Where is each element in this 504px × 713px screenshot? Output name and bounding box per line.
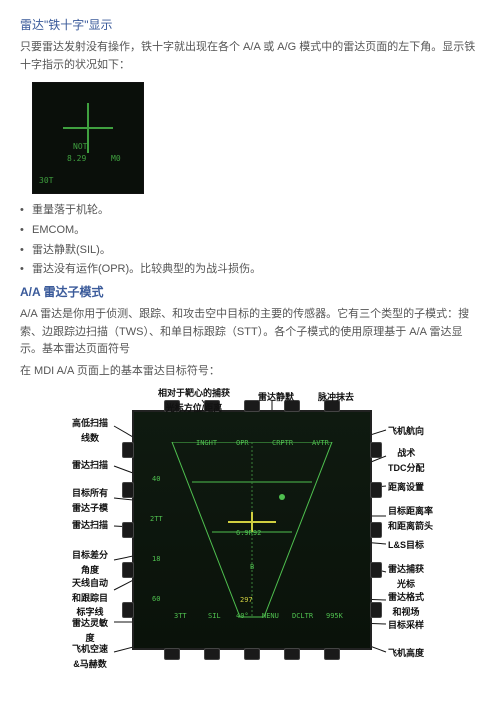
callout-right: 目标距离率和距离箭头 (388, 504, 433, 533)
left-num: 18 (152, 554, 160, 565)
bullet-item: 重量落于机轮。 (20, 202, 484, 220)
bezel-button[interactable] (122, 562, 134, 578)
bot-label: 995K (326, 611, 343, 622)
left-num: 2TT (150, 514, 163, 525)
mdi-figure: INGHT OPR CRPTR AVTR 40 2TT 18 60 6.9R92… (72, 390, 432, 690)
callout-right: L&S目标 (388, 538, 424, 552)
callout-right: 战术TDC分配 (388, 446, 425, 475)
top-label: OPR (236, 438, 249, 449)
status-bullets: 重量落于机轮。 EMCOM。 雷达静默(SIL)。 雷达没有运作(OPR)。比较… (20, 202, 484, 278)
fig-label-m0: M0 (111, 153, 121, 166)
center-label: B (250, 562, 254, 573)
bezel-button[interactable] (122, 482, 134, 498)
callout-left: 目标所有雷达子模 (72, 486, 108, 515)
callout-top: 相对于靶心的捕获光标方位/距离 (158, 386, 230, 415)
callout-left: 天线自动和跟踪目标字线 (72, 576, 108, 619)
section2-line2: 在 MDI A/A 页面上的基本雷达目标符号： (20, 363, 484, 381)
mdi-bezel: INGHT OPR CRPTR AVTR 40 2TT 18 60 6.9R92… (132, 410, 372, 650)
section2-title: A/A 雷达子模式 (20, 283, 484, 302)
callout-left: 飞机空速&马赫数 (72, 642, 108, 671)
callout-right: 雷达捕获光标 (388, 562, 424, 591)
fig-label-num: 8.29 (67, 153, 86, 166)
top-label: AVTR (312, 438, 329, 449)
callout-left: 目标差分角度 (72, 548, 108, 577)
bezel-button[interactable] (324, 648, 340, 660)
top-label: INGHT (196, 438, 217, 449)
callout-left: 高低扫描线数 (72, 416, 108, 445)
bot-label: MENU (262, 611, 279, 622)
ownship-hdg: 297 (240, 595, 253, 606)
center-label: 6.9R92 (236, 528, 261, 539)
callout-left: 雷达扫描 (72, 518, 108, 532)
intro-para: 只要雷达发射没有操作，铁十字就出现在各个 A/A 或 A/G 模式中的雷达页面的… (20, 39, 484, 74)
top-label: CRPTR (272, 438, 293, 449)
bot-label: DCLTR (292, 611, 313, 622)
callout-right: 飞机高度 (388, 646, 424, 660)
fig-label-not: NOT (73, 141, 87, 154)
fig-label-30t: 30T (39, 175, 53, 188)
iron-cross-figure: NOT 8.29 M0 30T (32, 82, 144, 194)
callout-right: 目标采样 (388, 618, 424, 632)
bot-label: 3TT (174, 611, 187, 622)
bezel-button[interactable] (370, 562, 382, 578)
bezel-button[interactable] (284, 648, 300, 660)
page-title: 雷达"铁十字"显示 (20, 16, 484, 35)
callout-right: 雷达格式和视场 (388, 590, 424, 619)
callout-left: 雷达扫描 (72, 458, 108, 472)
bezel-button[interactable] (164, 648, 180, 660)
section2-para: A/A 雷达是你用于侦测、跟踪、和攻击空中目标的主要的传感器。它有三个类型的子模… (20, 306, 484, 359)
bezel-button[interactable] (370, 522, 382, 538)
callout-right: 飞机航向 (388, 424, 424, 438)
bezel-button[interactable] (244, 648, 260, 660)
bezel-button[interactable] (122, 442, 134, 458)
left-num: 60 (152, 594, 160, 605)
bullet-item: 雷达静默(SIL)。 (20, 242, 484, 260)
bot-label: SIL (208, 611, 221, 622)
callout-top: 雷达静默 (258, 390, 294, 404)
bezel-button[interactable] (204, 648, 220, 660)
left-num: 40 (152, 474, 160, 485)
radar-scope: INGHT OPR CRPTR AVTR 40 2TT 18 60 6.9R92… (154, 442, 350, 618)
bullet-item: EMCOM。 (20, 222, 484, 240)
bezel-button[interactable] (370, 442, 382, 458)
bullet-item: 雷达没有运作(OPR)。比较典型的为战斗损伤。 (20, 261, 484, 279)
bezel-button[interactable] (122, 602, 134, 618)
bezel-button[interactable] (370, 602, 382, 618)
bot-label: 40° (236, 611, 249, 622)
bezel-button[interactable] (122, 522, 134, 538)
callout-right: 距离设置 (388, 480, 424, 494)
callout-left: 雷达灵敏度 (72, 616, 108, 645)
bezel-button[interactable] (370, 482, 382, 498)
callout-top: 脉冲抹去 (318, 390, 354, 404)
